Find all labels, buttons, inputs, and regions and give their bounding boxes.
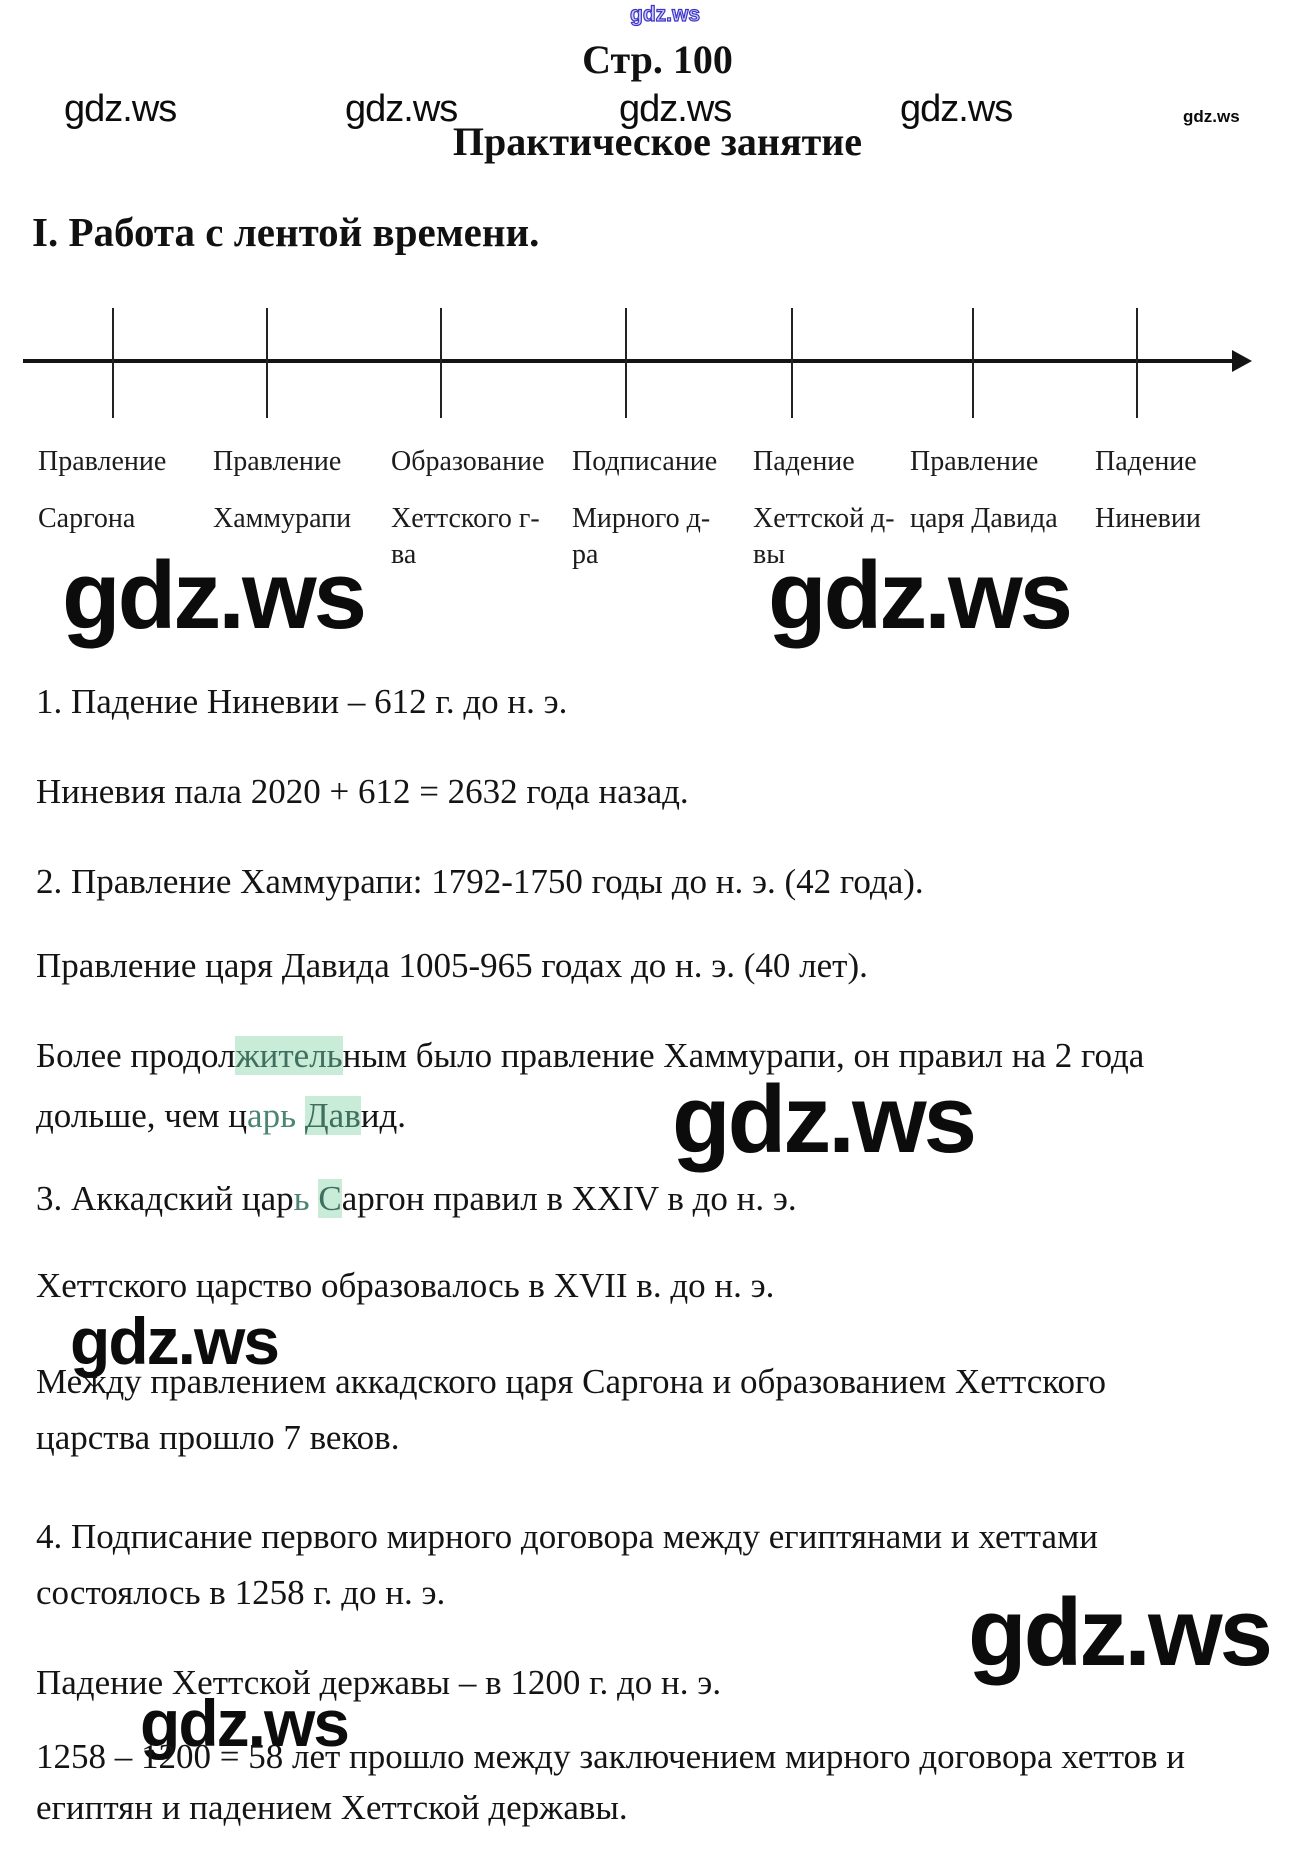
answer-line-7: 3. Аккадский царь Саргон правил в XXIV в… [36,1179,797,1218]
answer-line-12: состоялось в 1258 г. до н. э. [36,1573,446,1612]
answer-line-13: Падение Хеттской державы – в 1200 г. до … [36,1663,722,1702]
timeline-event-label: Хеттской д- [753,503,895,534]
timeline-event-label: Падение [753,446,855,477]
timeline-event-label: Правление [213,446,342,477]
text-segment: Более продол [36,1036,236,1075]
timeline-event-label: Правление [910,446,1039,477]
timeline-event-label: вы [753,539,786,570]
answer-line-5: Более продолжительным было правление Хам… [36,1036,1145,1075]
highlighted-text: житель [235,1036,343,1075]
text-segment: ным было правление Хаммурапи, он правил … [342,1036,1145,1075]
text-segment: дольше, чем ц [36,1096,248,1135]
green-text: арь [247,1096,297,1135]
page-title: Практическое занятие [452,119,863,164]
timeline-axis [23,359,1235,363]
timeline-tick [625,308,627,418]
answer-line-8: Хеттского царство образовалось в XVII в.… [36,1266,775,1305]
timeline-tick [972,308,974,418]
watermark-big-3: gdz.ws [672,1066,977,1173]
timeline-event-label: Ниневии [1095,503,1201,534]
page-number-heading: Стр. 100 [582,37,733,82]
timeline-event-label: Хаммурапи [213,503,352,534]
timeline-event-label: Падение [1095,446,1197,477]
timeline-event-label: ва [391,539,417,570]
timeline-event-label: Правление [38,446,167,477]
watermark-header-4: gdz.ws [900,88,1013,130]
watermark-header-3: gdz.ws [619,88,732,130]
answer-line-9: Между правлением аккадского царя Саргона… [36,1362,1107,1401]
answer-line-4: Правление царя Давида 1005-965 годах до … [36,946,868,985]
watermark-top-outline: gdz.ws [629,3,701,26]
answer-line-1: 1. Падение Ниневии – 612 г. до н. э. [36,682,568,721]
answer-line-3: 2. Правление Хаммурапи: 1792-1750 годы д… [36,862,924,901]
section-heading: I. Работа с лентой времени. [32,209,540,255]
answer-line-11: 4. Подписание первого мирного договора м… [36,1517,1098,1556]
watermark-medium-1: gdz.ws [70,1304,280,1378]
answer-line-10: царства прошло 7 веков. [36,1418,400,1457]
timeline-arrowhead-icon [1232,350,1252,372]
answer-line-6: дольше, чем царь Давид. [36,1096,407,1135]
timeline-tick [266,308,268,418]
timeline-tick [440,308,442,418]
watermark-header-2: gdz.ws [345,88,458,130]
green-text: ь [293,1179,310,1218]
timeline-event-label: Хеттского г- [391,503,540,534]
highlighted-text: С [318,1179,342,1218]
text-segment [296,1096,305,1135]
timeline-event-label: Мирного д- [572,503,711,534]
answer-line-14: 1258 – 1200 = 58 лет прошло между заключ… [36,1737,1186,1776]
highlighted-text: Дав [304,1096,361,1135]
timeline-tick [112,308,114,418]
timeline-event-label: Саргона [38,503,136,534]
timeline-tick [1136,308,1138,418]
watermark-medium-2: gdz.ws [140,1686,350,1760]
timeline-event-label: ра [572,539,599,570]
timeline-event-label: Образование [391,446,545,477]
text-segment: аргон правил в XXIV в до н. э. [341,1179,797,1218]
watermark-big-2: gdz.ws [768,542,1073,649]
answer-line-15: египтян и падением Хеттской державы. [36,1788,628,1827]
timeline-event-label: царя Давида [910,503,1058,534]
watermark-big-4: gdz.ws [968,1579,1273,1686]
watermark-header-1: gdz.ws [64,88,177,130]
timeline-tick [791,308,793,418]
text-segment: ид. [360,1096,407,1135]
watermark-header-small: gdz.ws [1183,107,1240,126]
text-segment: 3. Аккадский цар [36,1179,294,1218]
answer-line-2: Ниневия пала 2020 + 612 = 2632 года наза… [36,772,689,811]
watermark-big-1: gdz.ws [62,542,367,649]
timeline-event-label: Подписание [572,446,718,477]
